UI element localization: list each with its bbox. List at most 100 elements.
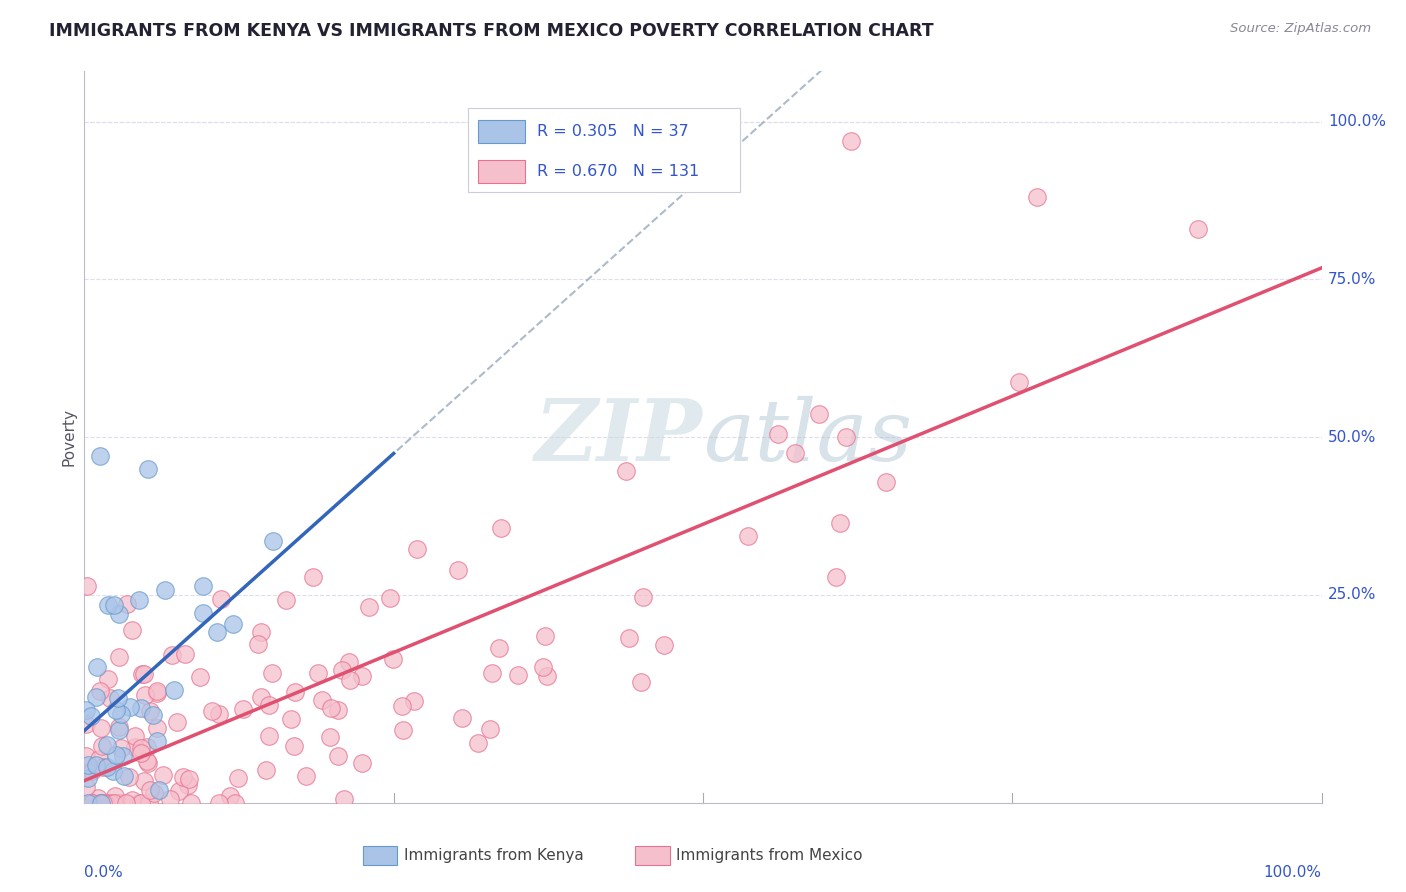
Point: [146, 733, 169, 747]
Point: [104, 789, 127, 803]
Text: IMMIGRANTS FROM KENYA VS IMMIGRANTS FROM MEXICO POVERTY CORRELATION CHART: IMMIGRANTS FROM KENYA VS IMMIGRANTS FROM…: [49, 22, 934, 40]
Point: [145, 686, 167, 700]
Point: [222, 617, 245, 632]
Text: Source: ZipAtlas.com: Source: ZipAtlas.com: [1230, 22, 1371, 36]
Point: [90, 721, 112, 735]
Point: [224, 796, 246, 810]
Point: [107, 796, 129, 810]
Point: [193, 607, 215, 621]
Point: [84, 690, 107, 704]
Point: [326, 749, 349, 764]
Point: [163, 682, 186, 697]
Text: 50.0%: 50.0%: [1327, 430, 1376, 444]
Point: [391, 723, 413, 738]
Point: [467, 735, 489, 749]
Point: [1026, 190, 1049, 204]
Point: [406, 541, 429, 556]
Point: [121, 793, 143, 807]
Point: [205, 624, 228, 639]
Point: [152, 767, 174, 781]
Point: [402, 694, 425, 708]
Point: [75, 780, 97, 794]
Point: [96, 738, 118, 752]
Point: [104, 703, 127, 717]
Point: [80, 796, 103, 810]
Point: [131, 667, 153, 681]
Point: [98, 796, 121, 810]
Point: [536, 669, 558, 683]
Point: [260, 666, 283, 681]
Point: [319, 730, 342, 744]
Point: [209, 592, 232, 607]
Point: [247, 637, 270, 651]
Point: [226, 771, 249, 785]
Point: [90, 796, 112, 810]
Point: [86, 659, 108, 673]
Point: [148, 783, 170, 797]
Point: [488, 641, 510, 656]
Point: [737, 529, 759, 543]
Point: [259, 729, 281, 743]
Point: [359, 600, 381, 615]
Text: 100.0%: 100.0%: [1264, 865, 1322, 880]
Point: [142, 707, 165, 722]
Point: [94, 796, 117, 810]
Point: [835, 430, 858, 444]
Text: 0.0%: 0.0%: [84, 865, 124, 880]
Point: [112, 769, 135, 783]
Point: [201, 704, 224, 718]
Point: [97, 598, 120, 612]
Point: [139, 704, 162, 718]
Point: [446, 564, 468, 578]
Point: [250, 690, 273, 704]
Point: [302, 570, 325, 584]
Point: [134, 667, 156, 681]
FancyBboxPatch shape: [478, 160, 524, 183]
Point: [489, 521, 512, 535]
Point: [89, 684, 111, 698]
Point: [307, 665, 329, 680]
Point: [180, 796, 202, 810]
Point: [280, 712, 302, 726]
Point: [332, 663, 354, 677]
Point: [153, 583, 176, 598]
Point: [101, 764, 124, 779]
Point: [208, 796, 231, 810]
Text: R = 0.670   N = 131: R = 0.670 N = 131: [537, 164, 699, 179]
Point: [110, 740, 132, 755]
Point: [124, 739, 146, 754]
Point: [177, 778, 200, 792]
Point: [108, 650, 131, 665]
Point: [274, 592, 297, 607]
Point: [283, 739, 305, 754]
Point: [77, 796, 100, 810]
Point: [75, 716, 97, 731]
Point: [84, 758, 107, 772]
Point: [381, 651, 404, 665]
Point: [105, 747, 128, 762]
Point: [337, 655, 360, 669]
Point: [378, 591, 401, 606]
Point: [96, 760, 118, 774]
Point: [98, 690, 121, 705]
Point: [129, 796, 152, 810]
Point: [76, 758, 98, 772]
Point: [169, 784, 191, 798]
Point: [132, 773, 155, 788]
Point: [107, 691, 129, 706]
Point: [875, 475, 897, 489]
Point: [766, 426, 789, 441]
Point: [128, 796, 150, 810]
Text: Immigrants from Mexico: Immigrants from Mexico: [676, 848, 862, 863]
Point: [1008, 375, 1031, 389]
Point: [841, 134, 863, 148]
Point: [96, 672, 118, 686]
Point: [630, 675, 652, 690]
Point: [262, 533, 284, 548]
Point: [311, 693, 333, 707]
Point: [188, 670, 211, 684]
Point: [110, 796, 132, 810]
Point: [118, 699, 141, 714]
Text: atlas: atlas: [703, 396, 912, 478]
Point: [506, 667, 529, 681]
